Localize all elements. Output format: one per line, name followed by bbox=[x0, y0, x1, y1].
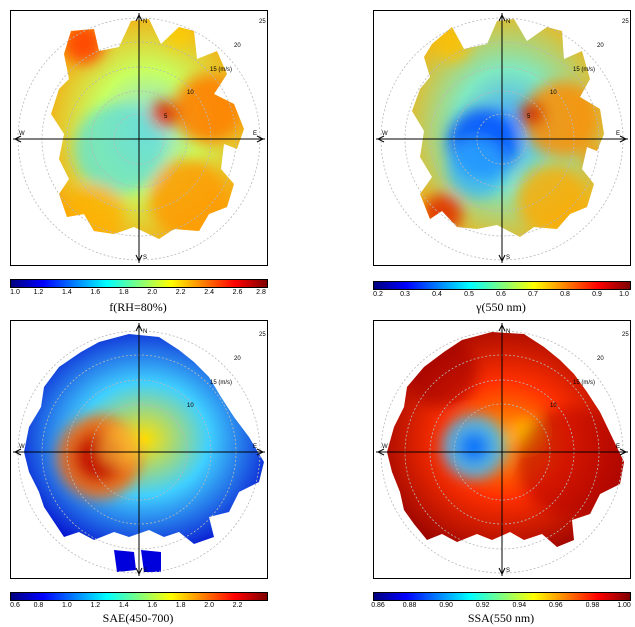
compass-label-e: E bbox=[616, 131, 620, 137]
polar-svg: N E S W 10 15 (m/s) 20 25 bbox=[376, 323, 629, 576]
polar-svg: N E S W 5 10 15 (m/s) 20 25 bbox=[13, 13, 266, 263]
colorbar-tick-label: 0.94 bbox=[512, 602, 527, 609]
colorbar-tick-label: 1.2 bbox=[90, 602, 101, 609]
colorbar-tick-label: 2.2 bbox=[175, 289, 186, 296]
colorbar-label-ssa: SSA(550 nm) bbox=[467, 611, 535, 625]
speed-ring-label: 15 (m/s) bbox=[210, 67, 232, 73]
value-hotspots bbox=[407, 337, 624, 517]
colorbar-tick-label: 1.2 bbox=[33, 289, 44, 296]
colorbar-tick-label: 1.4 bbox=[118, 602, 129, 609]
colorbar-f-rh bbox=[10, 279, 268, 288]
colorbar-tick-label: 0.3 bbox=[400, 291, 410, 298]
data-region bbox=[141, 550, 161, 572]
speed-ring-label: 20 bbox=[234, 356, 241, 362]
compass-label-n: N bbox=[506, 19, 510, 25]
compass-label-n: N bbox=[143, 329, 147, 335]
value-hotspots bbox=[57, 415, 141, 499]
polar-plot-sae: N E S W 10 15 (m/s) 20 25 bbox=[10, 320, 268, 579]
colorbar-tick-label: 2.0 bbox=[147, 289, 158, 296]
colorbar-gradient bbox=[11, 280, 267, 287]
colorbar-tick-label: 1.6 bbox=[90, 289, 101, 296]
compass-label-w: W bbox=[19, 444, 25, 450]
colorbar-tick-label: 0.8 bbox=[33, 602, 44, 609]
speed-ring-label: 25 bbox=[259, 332, 266, 338]
colorbar-tick-label: 0.5 bbox=[464, 291, 474, 298]
colorbar-tick-label: 0.98 bbox=[585, 602, 600, 609]
colorbar-tick-label: 0.90 bbox=[439, 602, 453, 609]
colorbar-tick-label: 2.0 bbox=[204, 602, 214, 609]
compass-label-s: S bbox=[506, 568, 510, 574]
colorbar-tick-label: 2.2 bbox=[232, 602, 243, 609]
polar-svg: N E S W 5 10 15 (m/s) 20 25 bbox=[376, 13, 629, 263]
compass-label-n: N bbox=[143, 19, 147, 25]
speed-ring-label: 25 bbox=[622, 332, 629, 338]
polar-plot-gamma: N E S W 5 10 15 (m/s) 20 25 bbox=[373, 10, 631, 266]
colorbar-tick-label: 1.0 bbox=[10, 289, 20, 296]
data-region bbox=[24, 334, 264, 544]
colorbar-label-gamma: γ(550 nm) bbox=[476, 300, 526, 314]
compass-label-s: S bbox=[506, 255, 510, 261]
speed-ring-label: 25 bbox=[259, 19, 266, 25]
colorbar-label-f-rh: f(RH=80%) bbox=[109, 300, 167, 314]
polar-svg: N E S W 10 15 (m/s) 20 25 bbox=[13, 323, 266, 576]
colorbar-gradient bbox=[11, 593, 267, 600]
speed-ring-label: 10 bbox=[550, 90, 557, 96]
colorbar-tick-label: 1.4 bbox=[62, 289, 72, 296]
colorbar-gradient bbox=[374, 593, 630, 600]
colorbar-tick-label: 0.88 bbox=[402, 602, 417, 609]
colorbar-tick-label: 2.8 bbox=[256, 289, 266, 296]
colorbar-tick-label: 0.6 bbox=[10, 602, 20, 609]
speed-ring-label: 15 (m/s) bbox=[573, 380, 595, 386]
colorbar-tick-label: 0.4 bbox=[432, 291, 442, 298]
speed-ring-label: 5 bbox=[164, 114, 168, 120]
colorbar-tick-label: 1.0 bbox=[62, 602, 72, 609]
speed-ring-label: 20 bbox=[597, 356, 604, 362]
colorbar-label-sae: SAE(450-700) bbox=[102, 611, 174, 625]
colorbar-tick-label: 1.00 bbox=[617, 602, 631, 609]
colorbar-gradient bbox=[374, 282, 630, 289]
speed-ring-label: 20 bbox=[234, 43, 241, 49]
compass-axes bbox=[376, 323, 628, 576]
colorbar-tick-label: 2.4 bbox=[204, 289, 214, 296]
colorbar-tick-label: 1.6 bbox=[147, 602, 158, 609]
compass-label-s: S bbox=[143, 255, 147, 261]
compass-label-e: E bbox=[253, 444, 257, 450]
colorbar-tick-label: 0.6 bbox=[496, 291, 506, 298]
colorbar-tick-label: 0.2 bbox=[373, 291, 383, 298]
speed-ring-label: 15 (m/s) bbox=[210, 380, 232, 386]
compass-label-e: E bbox=[253, 131, 257, 137]
compass-axes bbox=[13, 323, 265, 576]
polar-plot-ssa: N E S W 10 15 (m/s) 20 25 bbox=[373, 320, 631, 579]
compass-label-w: W bbox=[382, 131, 388, 137]
compass-label-w: W bbox=[19, 131, 25, 137]
speed-ring-label: 20 bbox=[597, 43, 604, 49]
compass-label-s: S bbox=[143, 568, 147, 574]
colorbar-tick-label: 0.9 bbox=[592, 291, 602, 298]
colorbar-tick-label: 2.6 bbox=[232, 289, 243, 296]
speed-ring-label: 10 bbox=[550, 403, 557, 409]
compass-axes bbox=[376, 13, 628, 263]
colorbar-tick-label: 0.7 bbox=[528, 291, 538, 298]
compass-axes bbox=[13, 13, 265, 263]
speed-ring-label: 5 bbox=[527, 114, 531, 120]
polar-plot-f-rh: N E S W 5 10 15 (m/s) 20 25 bbox=[10, 10, 268, 266]
speed-ring-label: 10 bbox=[187, 90, 194, 96]
colorbar-ssa bbox=[373, 592, 631, 601]
colorbar-sae bbox=[10, 592, 268, 601]
colorbar-tick-label: 0.8 bbox=[560, 291, 570, 298]
colorbar-tick-label: 1.8 bbox=[118, 289, 129, 296]
speed-ring-label: 15 (m/s) bbox=[573, 67, 595, 73]
colorbar-tick-label: 0.86 bbox=[371, 602, 385, 609]
data-region bbox=[114, 550, 136, 572]
colorbar-tick-label: 0.92 bbox=[475, 602, 490, 609]
colorbar-gamma bbox=[373, 281, 631, 290]
speed-ring-label: 10 bbox=[187, 403, 194, 409]
speed-ring-label: 25 bbox=[622, 19, 629, 25]
colorbar-tick-label: 1.8 bbox=[175, 602, 186, 609]
compass-label-w: W bbox=[382, 444, 388, 450]
compass-label-e: E bbox=[616, 444, 620, 450]
colorbar-tick-label: 1.0 bbox=[619, 291, 629, 298]
compass-label-n: N bbox=[506, 329, 510, 335]
colorbar-tick-label: 0.96 bbox=[549, 602, 563, 609]
